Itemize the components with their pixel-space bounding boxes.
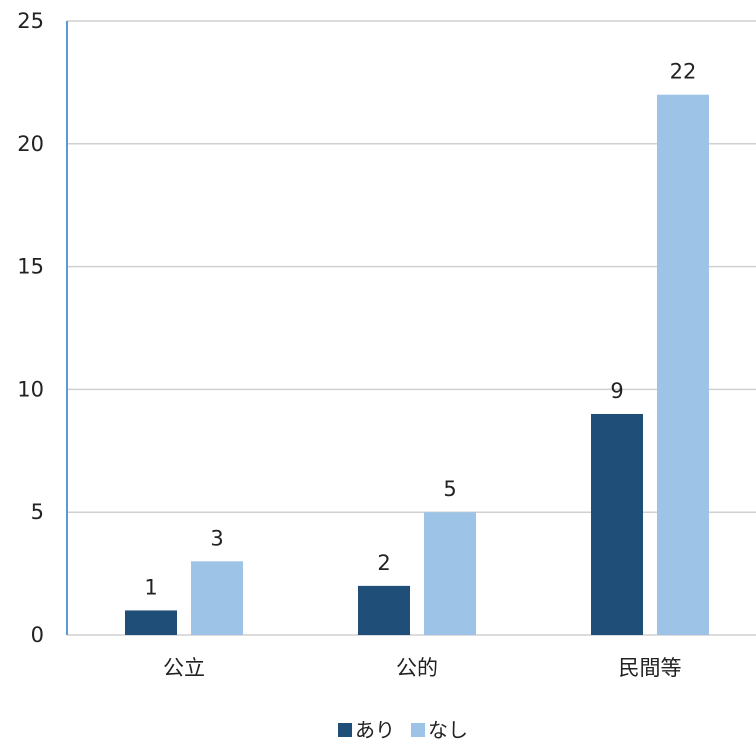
y-tick-label: 5 [31,500,44,524]
y-tick-label: 20 [17,132,44,156]
legend-label: なし [428,718,468,741]
legend-label: あり [355,718,395,741]
x-axis-categories: 公立 公的 民間等 [163,656,682,680]
legend-swatch [411,723,425,737]
bar-nashi-1 [424,512,476,635]
data-label: 5 [443,477,456,501]
category-label: 公的 [396,656,438,680]
y-tick-label: 0 [31,623,44,647]
y-tick-label: 25 [17,9,44,33]
data-label: 2 [377,551,390,575]
bar-nashi-2 [657,94,709,636]
bar-nashi-0 [191,561,243,635]
data-label: 3 [210,526,223,550]
category-label: 民間等 [619,656,682,680]
legend-swatch [338,723,352,737]
bar-ari-1 [358,585,410,635]
y-tick-label: 10 [17,377,44,401]
bars [125,94,709,636]
data-label: 9 [610,379,623,403]
data-label: 1 [144,575,157,599]
bar-ari-2 [591,413,643,635]
y-axis-ticks: 0 5 10 15 20 25 [17,9,44,647]
y-tick-label: 15 [17,255,44,279]
legend: あり なし [338,718,468,742]
data-labels: 1 3 2 5 9 22 [144,60,696,600]
data-label: 22 [670,60,697,84]
category-label: 公立 [163,656,205,680]
bar-ari-0 [125,610,177,635]
gridlines [67,20,756,636]
